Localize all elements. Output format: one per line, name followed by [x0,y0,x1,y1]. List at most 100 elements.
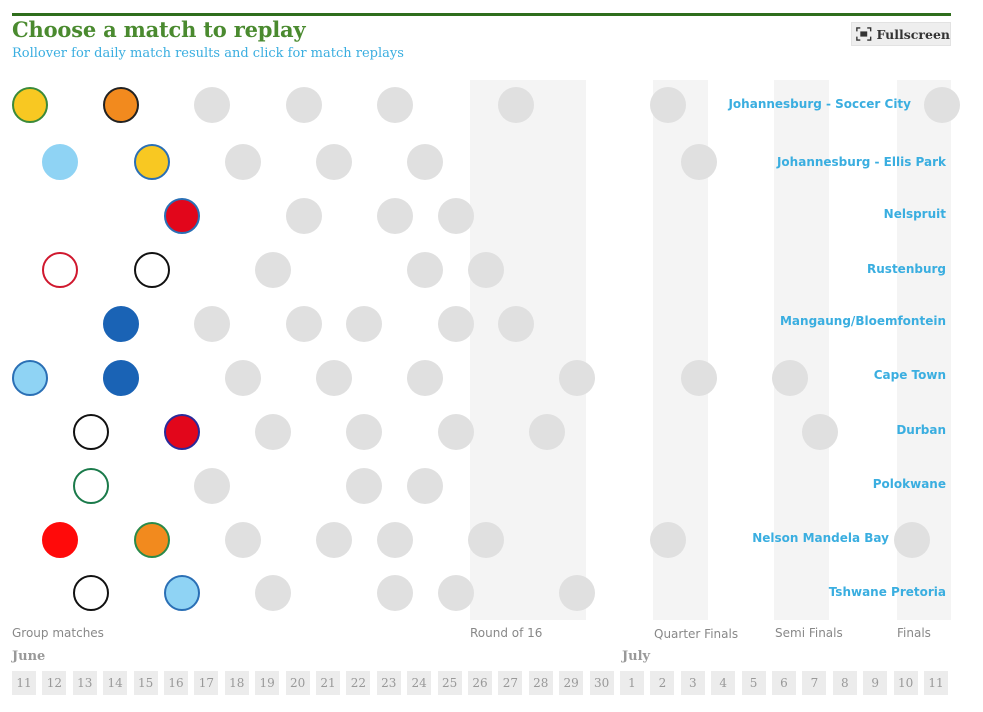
match-circle[interactable] [103,360,140,396]
match-circle[interactable] [224,144,261,180]
venue-label-cape-town[interactable]: Cape Town [873,368,946,382]
match-circle[interactable] [255,575,292,611]
match-circle[interactable] [528,414,565,450]
venue-label-soccer-city[interactable]: Johannesburg - Soccer City [728,97,911,111]
day-button[interactable]: 10 [893,671,918,695]
match-circle[interactable] [559,575,596,611]
match-circle[interactable] [164,198,200,234]
match-circle[interactable] [437,306,474,342]
match-circle[interactable] [316,522,352,558]
day-button[interactable]: 16 [164,671,188,695]
venue-label-ellis-park[interactable]: Johannesburg - Ellis Park [776,155,946,169]
match-circle[interactable] [224,360,261,396]
match-circle[interactable] [285,87,322,123]
venue-label-tshwane-pretoria[interactable]: Tshwane Pretoria [828,585,946,599]
match-circle[interactable] [407,252,444,288]
day-button[interactable]: 11 [924,671,948,695]
match-circle[interactable] [437,198,474,234]
day-button[interactable]: 7 [802,671,827,695]
match-circle[interactable] [376,522,413,558]
day-button[interactable]: 2 [650,671,675,695]
match-circle[interactable] [346,414,383,450]
match-circle[interactable] [285,198,322,234]
day-button[interactable]: 15 [133,671,158,695]
day-button[interactable]: 21 [316,671,340,695]
match-circle[interactable] [468,252,504,288]
day-button[interactable]: 20 [285,671,310,695]
venue-label-nelson-mandela-bay[interactable]: Nelson Mandela Bay [752,531,889,545]
match-circle[interactable] [437,414,474,450]
match-circle[interactable] [194,87,231,123]
match-circle[interactable] [72,414,109,450]
venue-label-nelspruit[interactable]: Nelspruit [883,207,946,221]
day-button[interactable]: 29 [559,671,584,695]
day-button[interactable]: 18 [224,671,249,695]
match-circle[interactable] [346,306,383,342]
match-circle[interactable] [650,522,687,558]
match-circle[interactable] [772,360,808,396]
match-circle[interactable] [103,306,140,342]
day-button[interactable]: 4 [711,671,736,695]
venue-label-polokwane[interactable]: Polokwane [872,477,946,491]
day-button[interactable]: 13 [72,671,97,695]
day-button[interactable]: 22 [346,671,371,695]
match-circle[interactable] [164,414,200,450]
day-button[interactable]: 8 [832,671,857,695]
match-circle[interactable] [42,522,79,558]
match-circle[interactable] [498,87,535,123]
day-button[interactable]: 19 [255,671,280,695]
match-circle[interactable] [72,468,109,504]
match-circle[interactable] [224,522,261,558]
match-circle[interactable] [164,575,200,611]
match-circle[interactable] [802,414,839,450]
match-circle[interactable] [437,575,474,611]
match-circle[interactable] [194,468,231,504]
match-circle[interactable] [255,414,292,450]
day-button[interactable]: 28 [528,671,553,695]
match-circle[interactable] [468,522,504,558]
venue-label-bloemfontein[interactable]: Mangaung/Bloemfontein [779,314,946,328]
day-button[interactable]: 27 [498,671,523,695]
day-button[interactable]: 9 [863,671,888,695]
venue-label-rustenburg[interactable]: Rustenburg [867,262,946,276]
match-circle[interactable] [133,144,170,180]
fullscreen-button[interactable]: Fullscreen [851,22,951,46]
day-button[interactable]: 26 [468,671,492,695]
match-circle[interactable] [133,252,170,288]
match-circle[interactable] [133,522,170,558]
day-button[interactable]: 24 [407,671,432,695]
match-circle[interactable] [316,144,352,180]
day-button[interactable]: 30 [589,671,614,695]
day-button[interactable]: 12 [42,671,67,695]
match-circle[interactable] [559,360,596,396]
day-button[interactable]: 11 [12,671,36,695]
match-circle[interactable] [42,144,79,180]
match-circle[interactable] [346,468,383,504]
match-circle[interactable] [407,468,444,504]
day-button[interactable]: 6 [772,671,796,695]
match-circle[interactable] [316,360,352,396]
match-circle[interactable] [255,252,292,288]
match-circle[interactable] [498,306,535,342]
match-circle[interactable] [376,575,413,611]
match-circle[interactable] [42,252,79,288]
match-circle[interactable] [103,87,140,123]
day-button[interactable]: 23 [376,671,401,695]
match-circle[interactable] [407,360,444,396]
day-button[interactable]: 5 [741,671,766,695]
day-button[interactable]: 1 [620,671,644,695]
day-button[interactable]: 3 [680,671,705,695]
match-circle[interactable] [72,575,109,611]
match-circle[interactable] [12,360,48,396]
match-circle[interactable] [194,306,231,342]
match-circle[interactable] [893,522,930,558]
match-circle[interactable] [12,87,48,123]
venue-label-durban[interactable]: Durban [896,423,946,437]
match-circle[interactable] [407,144,444,180]
match-circle[interactable] [285,306,322,342]
day-button[interactable]: 14 [103,671,128,695]
day-button[interactable]: 25 [437,671,462,695]
match-circle[interactable] [650,87,687,123]
match-circle[interactable] [680,360,717,396]
match-circle[interactable] [680,144,717,180]
